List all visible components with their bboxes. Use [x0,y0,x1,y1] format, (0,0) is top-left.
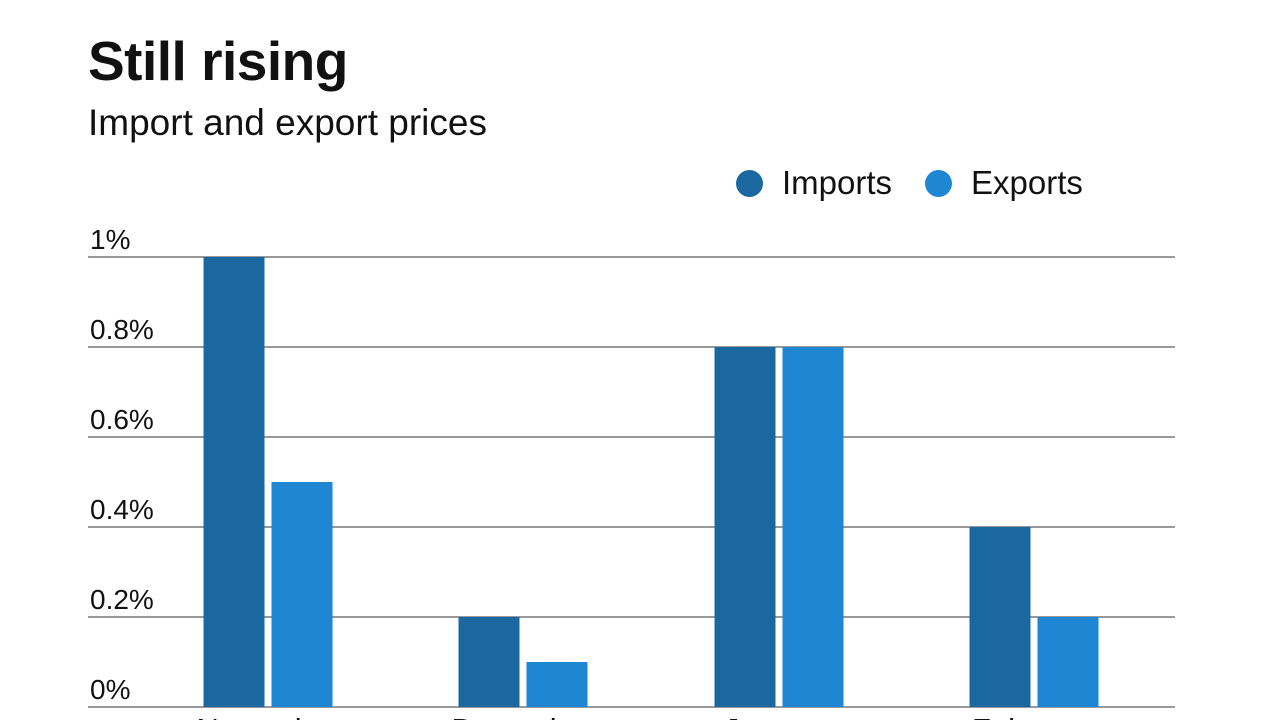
legend-label-imports: Imports [782,164,893,201]
x-category-label: February [972,712,1097,720]
bar-exports [782,347,844,707]
bar-imports [203,257,265,707]
chart-subtitle: Import and export prices [88,102,487,143]
y-tick-label: 0% [90,674,130,705]
bar-imports [714,347,776,707]
y-tick-label: 0.4% [90,494,154,525]
x-category-label: January [724,712,835,720]
bar-imports [458,617,520,707]
bar-exports [271,482,333,707]
y-tick-label: 1% [90,224,130,255]
legend-item-imports: Imports [736,163,892,203]
x-category-label: November [197,712,340,720]
y-tick-label: 0.6% [90,404,154,435]
chart-legend: Imports Exports [736,163,1116,203]
legend-label-exports: Exports [971,164,1083,201]
bar-exports [1037,617,1099,707]
legend-swatch-exports [925,169,953,197]
y-tick-label: 0.8% [90,314,154,345]
bar-imports [969,527,1031,707]
bar-exports [526,662,588,707]
chart-title: Still rising [88,30,348,92]
x-category-label: December [452,712,595,720]
legend-swatch-imports [736,169,763,197]
y-tick-label: 0.2% [90,584,154,615]
legend-item-exports: Exports [925,163,1083,203]
